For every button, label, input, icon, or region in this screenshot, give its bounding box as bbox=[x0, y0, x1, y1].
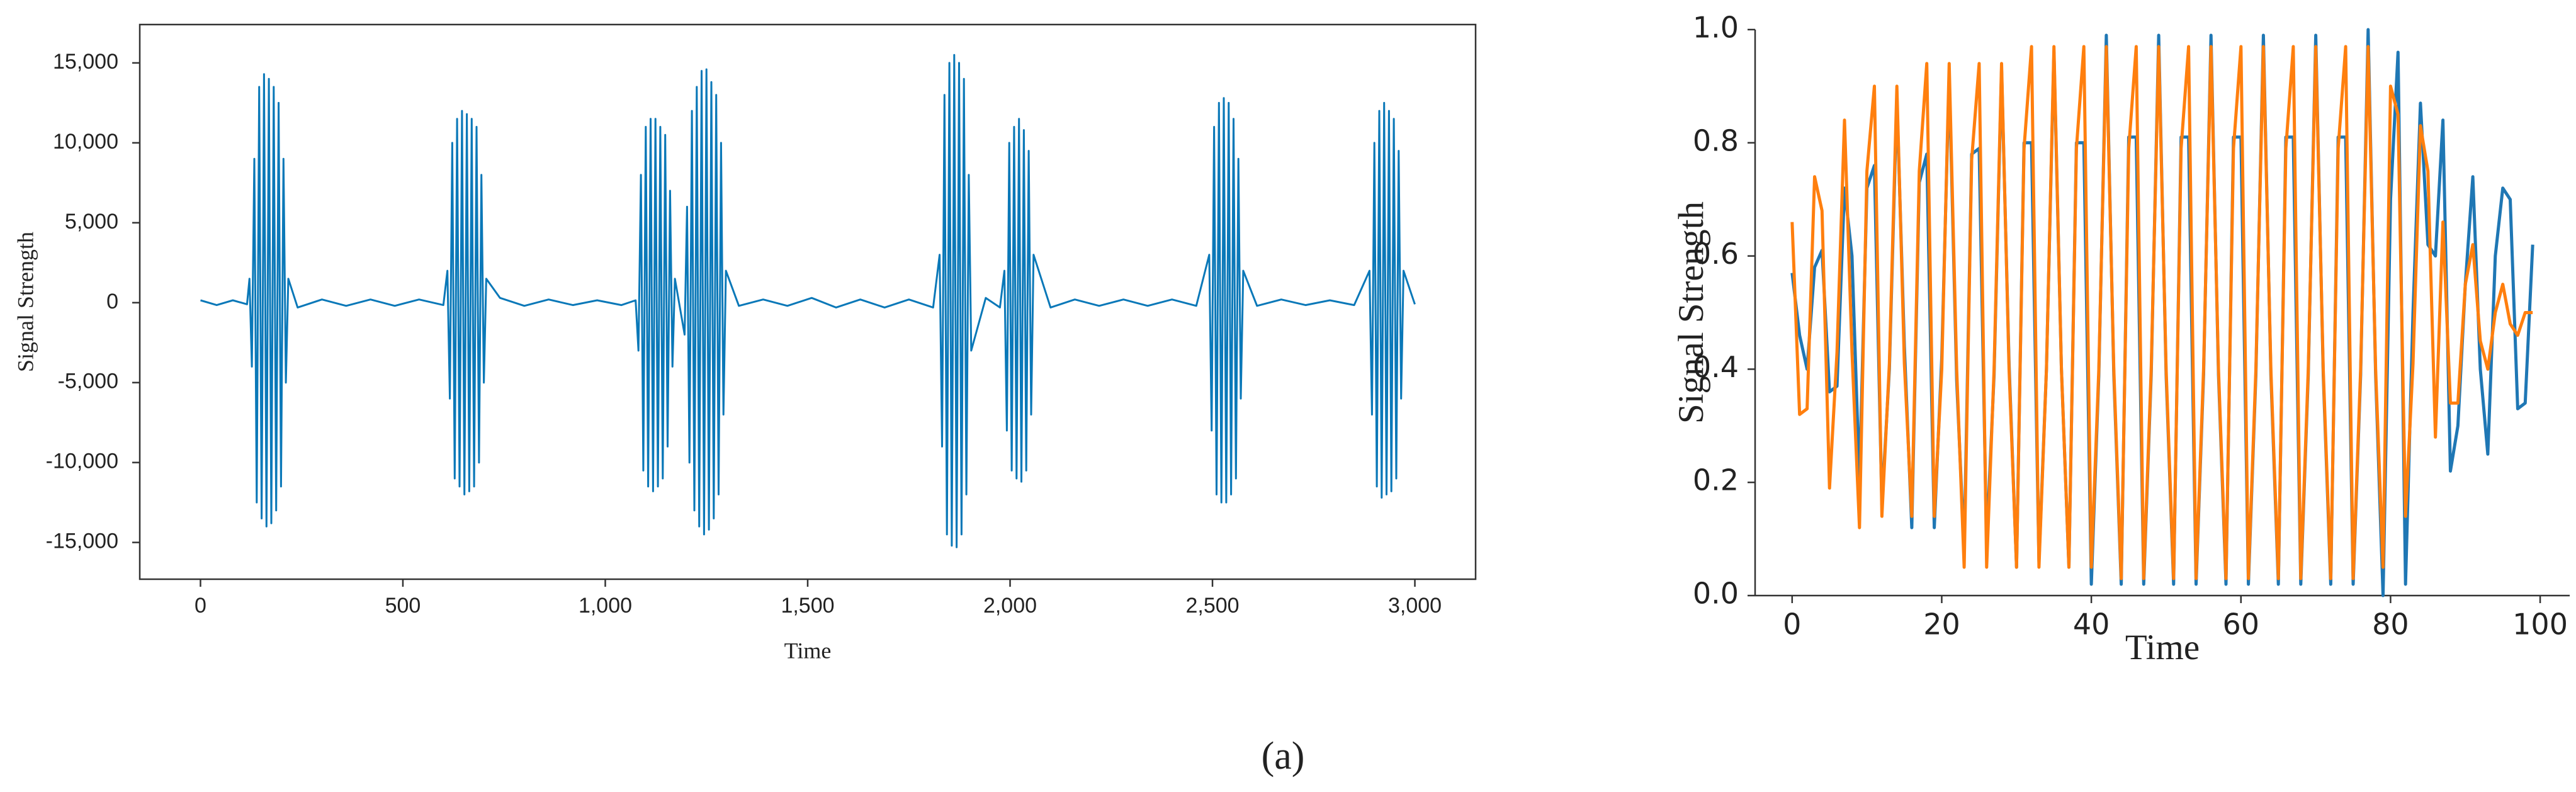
y-tick-label: 10,000 bbox=[53, 130, 118, 154]
x-tick-label: 2,000 bbox=[983, 594, 1037, 618]
x-axis-label: Time bbox=[2125, 628, 2200, 667]
x-tick-label: 2,500 bbox=[1185, 594, 1239, 618]
y-tick-label: 0.6 bbox=[1693, 237, 1739, 271]
y-tick-label: 0 bbox=[106, 290, 118, 314]
y-tick-label: 5,000 bbox=[65, 210, 118, 234]
x-tick-label: 100 bbox=[2512, 608, 2568, 642]
y-tick-label: -15,000 bbox=[46, 529, 118, 553]
x-axis-label: Time bbox=[784, 638, 832, 663]
y-axis-label: Signal Strength bbox=[1671, 201, 1711, 424]
y-tick-label: 15,000 bbox=[53, 50, 118, 74]
x-tick-label: 80 bbox=[2372, 608, 2409, 642]
x-tick-label: 0 bbox=[195, 594, 206, 618]
x-tick-label: 20 bbox=[1923, 608, 1960, 642]
y-tick-label: 0.4 bbox=[1693, 350, 1739, 384]
x-tick-label: 0 bbox=[1783, 608, 1801, 642]
x-tick-label: 1,500 bbox=[781, 594, 834, 618]
y-tick-label: -10,000 bbox=[46, 450, 118, 473]
x-tick-label: 1,000 bbox=[579, 594, 632, 618]
y-tick-label: -5,000 bbox=[58, 370, 118, 393]
y-axis-label: Signal Strength bbox=[13, 232, 38, 372]
y-tick-label: 0.8 bbox=[1693, 123, 1739, 157]
x-tick-label: 60 bbox=[2222, 608, 2259, 642]
data-line bbox=[200, 54, 1416, 548]
data-line bbox=[1790, 45, 2533, 580]
x-tick-label: 500 bbox=[385, 594, 421, 618]
caption: (a) bbox=[1262, 735, 1305, 778]
x-tick-label: 3,000 bbox=[1388, 594, 1442, 618]
y-tick-label: 1.0 bbox=[1693, 11, 1739, 45]
x-tick-label: 40 bbox=[2073, 608, 2110, 642]
y-tick-label: 0.2 bbox=[1693, 463, 1739, 497]
y-tick-label: 0.0 bbox=[1693, 577, 1739, 611]
